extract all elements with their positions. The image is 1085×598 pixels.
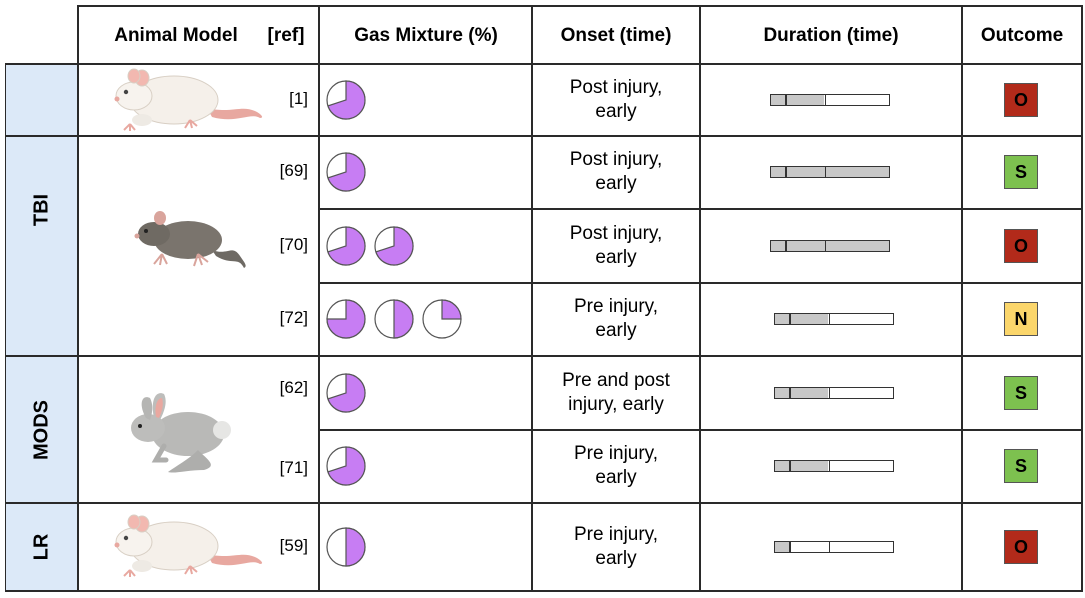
gas-mixture-pies	[326, 299, 462, 339]
gas-pie	[326, 79, 366, 120]
header-ref: [ref]	[267, 25, 305, 46]
header-animal-model: Animal Model	[114, 25, 238, 46]
duration-bar	[774, 540, 894, 553]
header-onset: Onset (time)	[560, 25, 672, 46]
gas-pie	[374, 225, 414, 266]
group-label-mods: MODS	[30, 399, 52, 460]
duration-bar	[770, 93, 890, 106]
duration-tick	[829, 387, 831, 398]
duration-fill	[775, 541, 790, 552]
white-rat-illustration	[114, 68, 263, 131]
onset-text: Pre injury, early	[536, 295, 696, 343]
ref-label: [1]	[289, 88, 308, 108]
outcome-badge: O	[1004, 82, 1038, 117]
duration-tick	[785, 240, 787, 251]
group-mods: MODS	[5, 356, 78, 503]
onset-line: Post injury,	[569, 149, 663, 170]
group-label-tbi: TBI	[30, 193, 52, 227]
gas-mixture-pies	[326, 372, 366, 413]
gas-mixture-pies	[326, 526, 366, 567]
gas-pie	[374, 299, 414, 339]
onset-line: Pre injury,	[573, 523, 659, 545]
white-rat-illustration-lr	[114, 514, 263, 577]
onset-line: Pre injury,	[573, 296, 659, 317]
gas-pie	[422, 299, 462, 339]
onset-line: early	[595, 547, 637, 569]
onset-line: Pre injury,	[573, 443, 659, 464]
duration-bar	[774, 313, 894, 325]
outcome-badge: N	[1004, 302, 1038, 336]
onset-text: Pre injury, early	[536, 523, 696, 571]
gas-mixture-pies	[326, 225, 414, 266]
duration-tick	[829, 314, 831, 324]
gas-pie	[326, 152, 366, 192]
duration-tick	[789, 541, 791, 552]
gray-rat-illustration	[134, 211, 246, 268]
onset-text: Post injury, early	[536, 76, 696, 124]
duration-tick	[829, 461, 831, 471]
gas-pie	[326, 225, 366, 266]
header-gas-mixture: Gas Mixture (%)	[354, 25, 498, 46]
onset-line: Post injury,	[569, 76, 663, 98]
outcome-badge: S	[1004, 155, 1038, 189]
ref-label: [62]	[279, 378, 308, 397]
group-tbi: TBI	[5, 64, 78, 356]
duration-bar	[774, 460, 894, 472]
onset-text: Post injury, early	[536, 148, 696, 196]
gas-pie	[326, 299, 366, 339]
duration-bar	[770, 166, 890, 178]
duration-tick	[825, 167, 827, 177]
duration-bar	[774, 386, 894, 399]
onset-line: early	[595, 320, 637, 341]
onset-line: injury, early	[568, 393, 664, 415]
ref-label: [72]	[279, 308, 308, 327]
onset-line: Pre and post	[562, 369, 670, 391]
duration-tick	[825, 240, 827, 251]
group-lr: LR	[5, 503, 78, 591]
duration-tick	[789, 314, 791, 324]
gas-pie	[326, 372, 366, 413]
ref-label: [69]	[279, 161, 308, 180]
ref-label: [59]	[279, 535, 308, 555]
onset-line: early	[595, 173, 637, 194]
duration-tick	[785, 167, 787, 177]
header-outcome: Outcome	[980, 25, 1064, 46]
onset-text: Pre injury, early	[536, 442, 696, 490]
group-label-lr: LR	[30, 533, 52, 561]
onset-line: early	[595, 100, 637, 122]
duration-fill	[775, 314, 829, 324]
gas-mixture-pies	[326, 152, 366, 192]
gas-mixture-pies	[326, 79, 366, 120]
duration-fill	[771, 240, 889, 251]
outcome-badge: S	[1004, 449, 1038, 483]
onset-line: early	[595, 246, 637, 268]
duration-fill	[771, 167, 889, 177]
onset-line: early	[595, 467, 637, 488]
duration-fill	[771, 94, 825, 105]
outcome-badge: O	[1004, 228, 1038, 263]
duration-fill	[775, 387, 829, 398]
gas-mixture-pies	[326, 446, 366, 486]
onset-text: Post injury, early	[536, 222, 696, 270]
duration-fill	[775, 461, 829, 471]
duration-bar	[770, 239, 890, 252]
duration-tick	[789, 387, 791, 398]
rabbit-illustration	[131, 393, 231, 473]
duration-tick	[825, 94, 827, 105]
duration-tick	[789, 461, 791, 471]
onset-line: Post injury,	[569, 222, 663, 244]
duration-tick	[829, 541, 831, 552]
outcome-badge: S	[1004, 375, 1038, 410]
duration-tick	[785, 94, 787, 105]
outcome-badge: O	[1004, 529, 1038, 564]
ref-label: [71]	[279, 458, 308, 477]
gas-pie	[326, 526, 366, 567]
gas-pie	[326, 446, 366, 486]
header-duration: Duration (time)	[763, 25, 899, 46]
ref-label: [70]	[279, 234, 308, 254]
onset-text: Pre and post injury, early	[536, 369, 696, 417]
